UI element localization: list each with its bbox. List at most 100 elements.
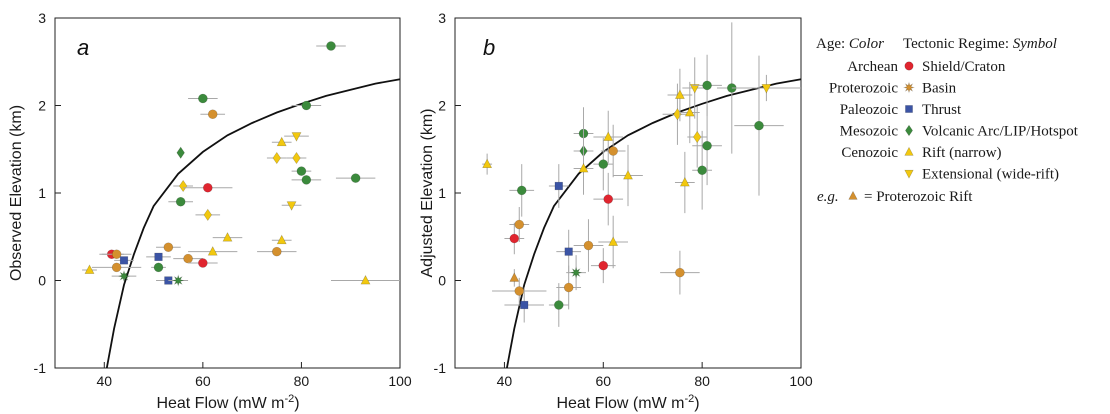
point-marker [176,146,185,159]
data-point [504,222,525,255]
data-point [692,54,722,116]
data-point [156,242,181,253]
data-point [548,164,569,208]
data-point [573,219,604,272]
point-marker [675,267,685,278]
panel-a-plot-area [54,17,401,369]
data-point [257,246,297,257]
legend-symbol-diamond [905,124,913,137]
point-marker [360,274,371,285]
data-point [504,287,544,323]
data-point [692,130,713,210]
point-marker [153,262,164,273]
x-tick-label: 100 [789,373,813,389]
legend-symbol-triangle-up [904,146,914,156]
point-marker [163,242,174,253]
point-marker [296,166,307,176]
panel-b-letter: b [483,35,495,60]
point-marker [702,80,712,91]
data-point [590,248,616,284]
data-point [183,182,233,193]
point-marker [117,269,131,283]
point-marker [598,260,609,271]
point-marker [202,182,213,193]
point-marker [326,41,336,51]
point-marker [198,258,208,268]
legend-age-mesozoic: Mesozoic [840,124,899,140]
point-marker [608,146,618,156]
point-marker [598,159,609,169]
data-point [593,110,624,164]
point-marker [203,208,212,222]
data-point [509,269,520,287]
point-marker [754,120,764,131]
data-point [316,41,346,51]
data-point [692,106,722,186]
legend-symbol-triangle-down [904,169,914,179]
panel-a-ylabel: Observed Elevation (km) [8,105,25,281]
panel-a-letter: a [77,35,89,60]
data-point [331,274,400,285]
point-marker [271,246,282,257]
data-point [168,196,193,207]
panel-a-points [82,41,400,287]
data-point [266,151,287,165]
x-tick-label: 100 [388,373,412,389]
y-tick-label: 3 [438,10,446,26]
model-curve-line [506,78,802,369]
point-marker [679,176,690,187]
y-tick-label: 1 [438,185,446,201]
point-marker [222,232,233,242]
legend-regime-label: Volcanic Arc/LIP/Hotspot [922,124,1079,140]
data-point [195,208,221,222]
legend-symbol-square [905,105,913,113]
x-tick-label: 40 [497,373,513,389]
point-marker [761,84,772,94]
legend-regime-header: Tectonic Regime: Symbol [903,36,1057,52]
point-marker [509,272,520,282]
point-marker [553,300,564,310]
x-tick-label: 80 [294,373,310,389]
legend-age-proterozoic: Proterozoic [829,81,898,97]
data-point [509,164,535,217]
data-point [168,274,189,287]
data-point [188,246,238,256]
point-marker [286,201,297,211]
panel-a-model-curve [105,78,401,369]
data-point [114,256,134,265]
y-tick-label: -1 [34,360,47,376]
data-point [284,132,309,142]
data-point [682,57,708,119]
point-marker [183,253,193,264]
point-marker [608,236,619,246]
point-marker [291,132,302,142]
data-point [188,258,218,268]
point-marker [198,93,208,104]
data-point [151,262,166,273]
x-tick-label: 40 [96,373,112,389]
legend-age-paleozoic: Paleozoic [840,102,899,118]
legend-age-archean: Archean [847,59,898,75]
y-tick-label: 1 [38,185,46,201]
point-marker [301,100,312,111]
data-point [91,262,142,273]
point-marker [684,106,695,117]
data-point [660,250,700,295]
data-point [271,234,292,245]
point-marker [350,173,361,183]
legend-regime-label: Basin [922,81,957,97]
point-marker [292,151,301,165]
point-marker [569,266,583,279]
data-point [281,201,302,211]
x-tick-label: 60 [195,373,211,389]
point-marker [514,286,525,296]
point-marker [563,282,574,293]
panel-a-xlabel: Heat Flow (mW m-2) [156,393,299,412]
data-point [101,249,132,260]
legend-example-text: = Proterozoic Rift [864,189,973,205]
point-marker [697,165,707,176]
point-marker [578,162,589,173]
data-point [200,109,226,120]
data-point [593,137,614,191]
